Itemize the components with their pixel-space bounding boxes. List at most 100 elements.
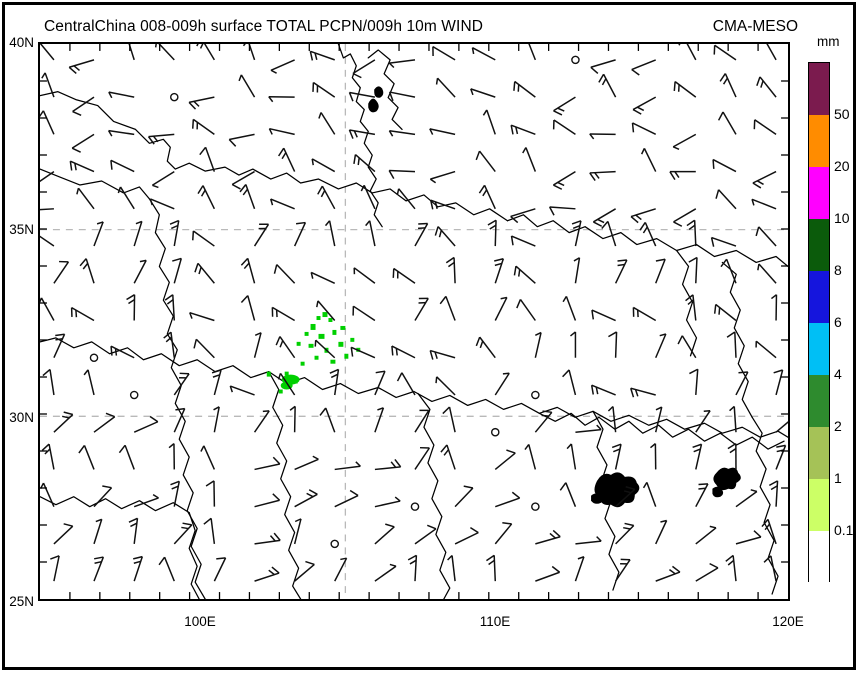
- wind-barb: [690, 560, 719, 582]
- wind-barb: [590, 59, 619, 76]
- wind-barb: [89, 353, 99, 363]
- wind-barb: [227, 385, 256, 401]
- wind-barb: [77, 257, 95, 287]
- wind-barb: [427, 349, 456, 367]
- wind-barb: [40, 208, 55, 217]
- wind-barb: [637, 221, 657, 250]
- wind-barb: [330, 539, 340, 549]
- wind-barb: [373, 495, 401, 508]
- wind-barb: [574, 423, 602, 433]
- wind-barb: [267, 95, 296, 103]
- wind-barb: [208, 405, 220, 433]
- wind-barb: [532, 528, 561, 545]
- wind-barb: [168, 442, 176, 471]
- wind-barb: [270, 263, 296, 290]
- colorbar-segment: [809, 531, 829, 583]
- wind-barb: [47, 407, 74, 433]
- wind-barb: [691, 523, 717, 545]
- wind-barb: [485, 554, 497, 583]
- y-axis-label-40n: 40N: [9, 35, 34, 50]
- y-axis-label-35n: 35N: [9, 222, 34, 237]
- wind-barb: [407, 218, 429, 247]
- wind-barb: [317, 407, 336, 436]
- wind-barb: [647, 255, 666, 285]
- wind-barb: [40, 297, 55, 324]
- wind-barb: [275, 147, 296, 176]
- wind-barb: [170, 92, 179, 102]
- boundary-lines: [40, 44, 788, 599]
- wind-barb: [574, 535, 602, 545]
- axis-ticks: [40, 44, 788, 599]
- wind-barb: [672, 208, 701, 230]
- wind-barb: [368, 520, 396, 545]
- wind-barb: [237, 183, 256, 213]
- wind-barb: [438, 444, 456, 473]
- wind-barb: [205, 480, 216, 508]
- wind-barb: [129, 257, 147, 285]
- wind-barb: [490, 294, 508, 322]
- map-canvas: [40, 44, 788, 599]
- wind-barb: [309, 158, 336, 177]
- wind-barb: [40, 230, 55, 254]
- wind-barb: [685, 219, 697, 248]
- wind-barb: [571, 55, 580, 65]
- wind-barb: [251, 491, 281, 508]
- wind-barb: [437, 295, 456, 325]
- wind-barb: [366, 367, 386, 396]
- wind-barb: [488, 518, 513, 545]
- map-panel[interactable]: [38, 42, 790, 601]
- wind-barb: [407, 293, 429, 322]
- colorbar[interactable]: [808, 62, 830, 583]
- wind-barb: [433, 77, 456, 102]
- colorbar-tick-label: 4: [834, 366, 842, 382]
- wind-barb: [432, 376, 456, 400]
- wind-barb: [441, 406, 456, 435]
- wind-barb: [308, 81, 336, 105]
- y-axis-label-30n: 30N: [9, 410, 34, 425]
- wind-barb-field: [40, 44, 788, 585]
- wind-barb: [350, 267, 376, 288]
- colorbar-tick-label: 50: [834, 106, 850, 122]
- wind-barb: [352, 59, 380, 81]
- wind-barb: [125, 516, 139, 545]
- colorbar-tick-label: 0.1: [834, 522, 854, 538]
- wind-barb: [569, 331, 577, 359]
- wind-barb: [107, 91, 135, 103]
- wind-barb: [409, 521, 437, 545]
- colorbar-tick-label: 20: [834, 158, 850, 174]
- wind-barb: [167, 518, 193, 545]
- wind-barb: [749, 119, 777, 142]
- wind-barb: [364, 220, 376, 248]
- wind-barb: [595, 73, 617, 102]
- wind-barb: [588, 133, 617, 141]
- wind-barb: [369, 405, 385, 433]
- wind-barb: [772, 410, 788, 433]
- wind-barb: [732, 486, 758, 508]
- wind-barb: [592, 208, 621, 230]
- wind-barb: [388, 169, 416, 181]
- wind-barb: [228, 133, 257, 149]
- wind-barb: [445, 256, 456, 285]
- colorbar-tick-label: 6: [834, 314, 842, 330]
- wind-barb: [630, 208, 659, 225]
- wind-barb: [513, 298, 537, 326]
- wind-barb: [632, 96, 661, 118]
- wind-barb: [191, 262, 216, 290]
- wind-barb: [649, 442, 657, 471]
- wind-barb: [476, 184, 497, 213]
- wind-barb: [387, 129, 416, 141]
- wind-barb: [107, 129, 135, 141]
- wind-barb: [606, 330, 618, 359]
- colorbar-unit-label: mm: [817, 34, 840, 49]
- wind-barb: [726, 331, 737, 359]
- wind-barb: [231, 170, 260, 193]
- wind-barb: [87, 481, 113, 508]
- wind-barb: [557, 481, 577, 511]
- wind-barb: [711, 188, 737, 215]
- wind-barb: [156, 556, 176, 585]
- wind-barb: [529, 330, 542, 359]
- wind-barb: [652, 563, 681, 582]
- wind-barb: [193, 44, 216, 65]
- wind-barb: [373, 458, 402, 471]
- wind-barb: [472, 336, 497, 364]
